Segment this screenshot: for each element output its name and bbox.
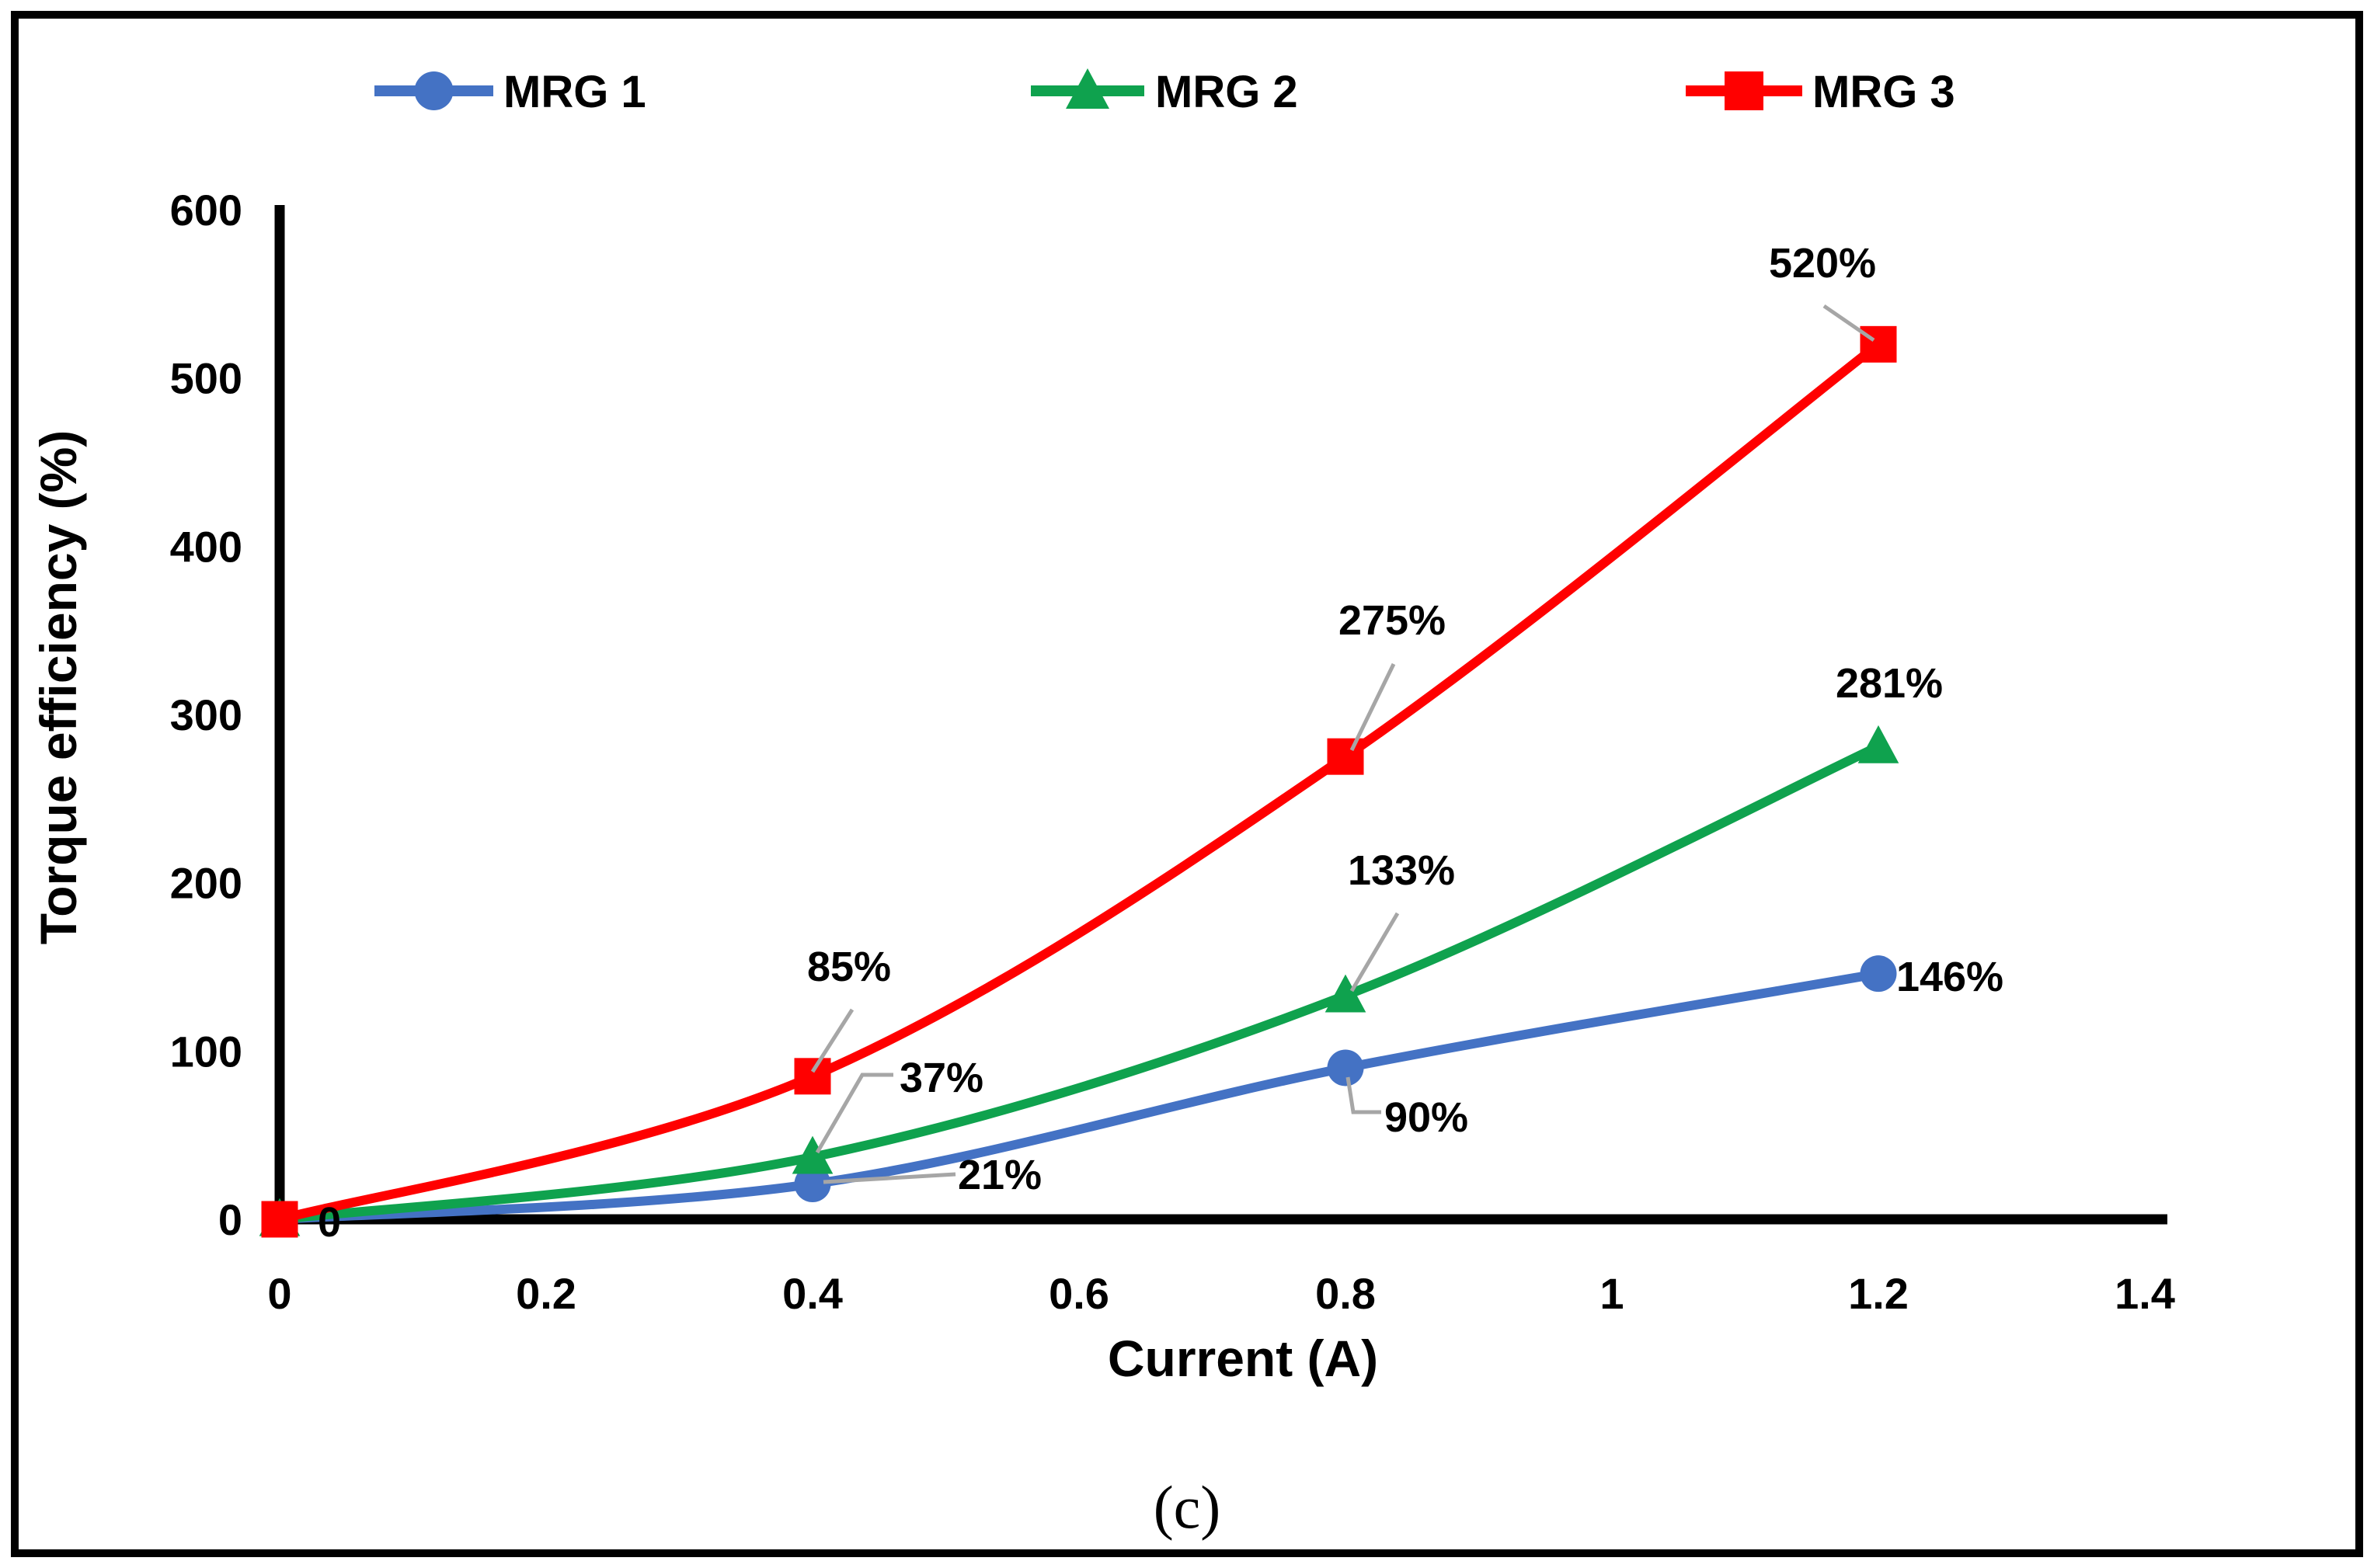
annotation-label: 90% [1384, 1094, 1468, 1141]
data-point-marker-mrg-2 [792, 1135, 834, 1174]
data-point-marker-mrg-1 [1327, 1049, 1364, 1086]
annotation-label: 133% [1348, 847, 1455, 894]
x-tick-label: 0.8 [1315, 1269, 1376, 1318]
data-point-marker-mrg-1 [794, 1166, 831, 1202]
annotation-label: 85% [807, 944, 891, 990]
legend-label: MRG 2 [1155, 67, 1298, 117]
annotation-label: 520% [1769, 240, 1876, 287]
data-point-marker-mrg-3 [1327, 738, 1364, 775]
legend-label: MRG 1 [503, 67, 646, 117]
series-lines-group [275, 339, 1883, 1224]
x-tick-label: 0.2 [516, 1269, 576, 1318]
annotation-label: 0 [318, 1199, 341, 1246]
annotations-group: 85% 37% 21% 275% 133% 90% 520% 281% 146% 0 [318, 240, 2003, 1246]
legend-item-mrg-2: MRG 2 [1031, 67, 1298, 117]
annotation-leader-line [1822, 304, 1875, 342]
y-tick-label: 0 [218, 1195, 242, 1244]
data-point-marker-mrg-2 [1857, 725, 1899, 763]
figure-border [11, 11, 2363, 1557]
annotation-label: 275% [1338, 597, 1446, 644]
x-tick-label: 1.2 [1848, 1269, 1909, 1318]
figure-caption: (c) [1153, 1473, 1221, 1541]
annotation-leader-line [1345, 1076, 1381, 1114]
data-point-marker-mrg-3 [261, 1201, 298, 1238]
y-tick-label: 600 [170, 186, 242, 235]
legend-label: MRG 3 [1812, 67, 1955, 117]
data-point-marker-mrg-2 [1324, 974, 1366, 1013]
x-tick-label: 1 [1599, 1269, 1624, 1318]
x-tick-label: 0.6 [1049, 1269, 1109, 1318]
annotation-label: 146% [1896, 954, 2003, 1000]
x-tick-label: 1.4 [2115, 1269, 2175, 1318]
series-line-mrg-2 [275, 742, 1883, 1224]
data-point-marker-mrg-3 [794, 1058, 831, 1095]
series-markers-group [259, 325, 1899, 1238]
legend-item-mrg-3: MRG 3 [1686, 67, 1955, 117]
annotation-leader-line [810, 1008, 855, 1073]
legend-item-mrg-1: MRG 1 [374, 67, 646, 117]
annotation-leader-line [815, 1073, 893, 1154]
annotation-label: 21% [958, 1152, 1042, 1198]
annotation-leader-line [1349, 662, 1396, 752]
series-line-mrg-1 [275, 968, 1883, 1224]
annotation-leader-line [1349, 912, 1400, 993]
data-point-marker-mrg-3 [1860, 325, 1897, 363]
data-point-marker-mrg-1 [1860, 955, 1897, 993]
y-tick-label: 200 [170, 859, 242, 908]
y-tick-label: 300 [170, 690, 242, 739]
x-tick-label: 0.4 [782, 1269, 843, 1318]
annotation-leader-line [823, 1172, 956, 1184]
y-tick-label: 500 [170, 354, 242, 403]
torque-efficiency-chart: Torque efficiency (%) Current (A) 0 0.2 0.… [30, 67, 2175, 1387]
legend-marker-square [1725, 71, 1763, 110]
tick-labels-group: 0 0.2 0.4 0.6 0.8 1 1.2 1.4 0 100 200 300 400 500 600 [170, 186, 2175, 1318]
legend-marker-circle [414, 71, 454, 110]
series-line-mrg-3 [275, 339, 1883, 1224]
y-tick-label: 400 [170, 522, 242, 571]
annotation-label: 37% [900, 1055, 983, 1101]
x-tick-label: 0 [267, 1269, 291, 1318]
y-axis-title: Torque efficiency (%) [30, 430, 87, 945]
y-tick-label: 100 [170, 1027, 242, 1076]
legend-marker-triangle [1066, 68, 1109, 109]
legend-group: MRG 1 MRG 2 MRG 3 [374, 67, 1955, 117]
x-axis-title: Current (A) [1108, 1330, 1378, 1387]
annotation-label: 281% [1836, 660, 1943, 707]
